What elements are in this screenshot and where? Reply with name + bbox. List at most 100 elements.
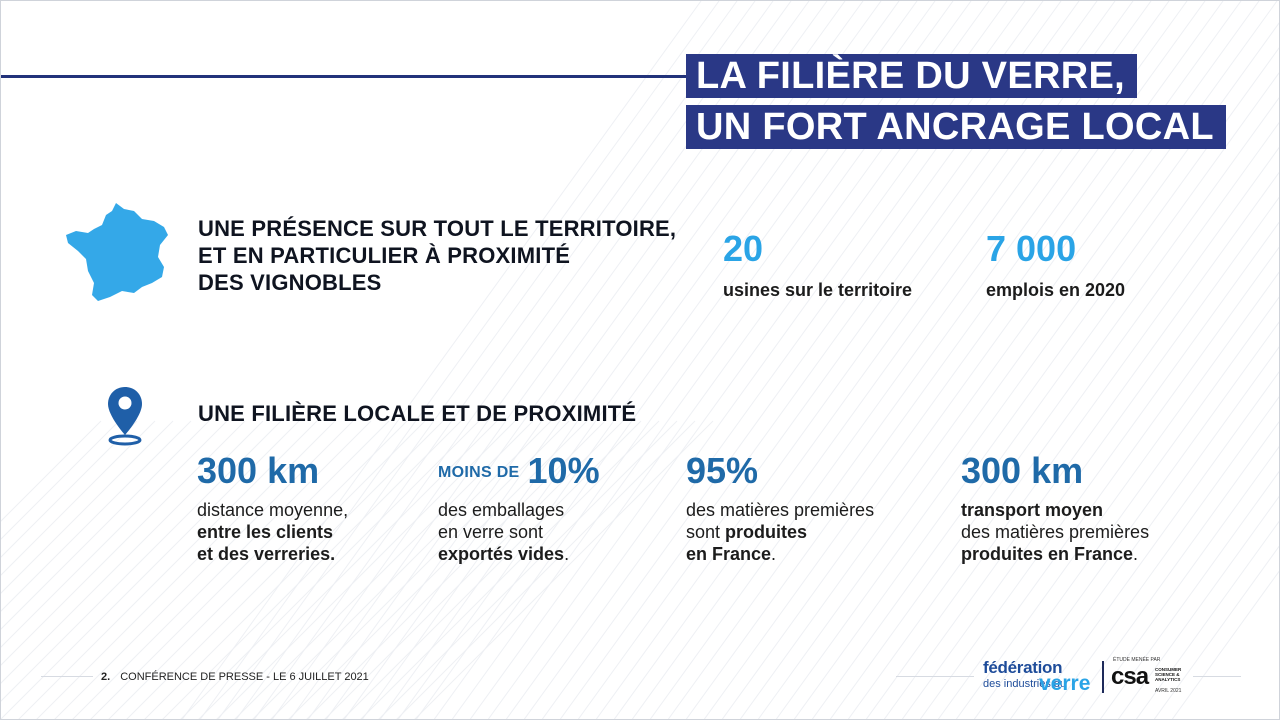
stripe-line: [1, 420, 300, 719]
stat-text-line: en France.: [686, 543, 926, 565]
stripe-line: [937, 246, 1279, 719]
stripe-line: [18, 420, 318, 719]
stripe-line: [1, 420, 282, 702]
stat-jobs-label: emplois en 2020: [986, 280, 1126, 300]
section1-heading-line-3: DES VIGNOBLES: [198, 270, 382, 295]
stripe-line: [1063, 421, 1279, 719]
stripe-line: [162, 420, 462, 719]
stripe-line: [198, 420, 498, 719]
stripe-line: [1, 420, 210, 630]
stripe-line: [1, 420, 102, 522]
stripe-line: [847, 121, 1279, 719]
stripe-line: [342, 420, 642, 719]
stripe-line: [811, 72, 1279, 719]
logo-separator: [1102, 661, 1104, 693]
stripe-line: [1153, 545, 1279, 719]
location-pin-icon: [108, 387, 142, 446]
stat-text-line: en verre sont: [438, 521, 658, 543]
stripe-line: [793, 47, 1279, 719]
stripe-line: [1, 420, 174, 594]
stat-text-segment: .: [564, 544, 570, 564]
slide-title-line-1: LA FILIÈRE DU VERRE,: [686, 54, 1137, 98]
stripe-line: [865, 146, 1279, 719]
stripe-line: [955, 271, 1279, 719]
stat-text-line: sont produites: [686, 521, 926, 543]
footer-rule-left: [41, 676, 93, 677]
stripe-line: [1009, 346, 1279, 719]
csa-logo: ÉTUDE MENÉE PAR csa CONSUMER SCIENCE & A…: [1109, 657, 1189, 697]
stripe-line: [54, 420, 354, 719]
stat-exports-number: 10%: [527, 450, 600, 491]
stripe-line: [1099, 470, 1279, 719]
stripe-line: [396, 420, 696, 719]
stat-text-line: exportés vides.: [438, 543, 658, 565]
stripe-line: [919, 221, 1279, 719]
stat-text-segment: .: [771, 544, 777, 564]
stripe-line: [1, 420, 120, 540]
footer: 2. CONFÉRENCE DE PRESSE - LE 6 JUILLET 20…: [101, 669, 369, 685]
stripe-line: [1, 420, 228, 648]
stat-text-segment: des emballages: [438, 500, 565, 520]
stat-raw-materials-text: des matières premières sont produites en F…: [686, 499, 926, 565]
stripe-line: [1, 420, 156, 576]
stripe-line: [181, 1, 702, 719]
footer-rule-far-right: [1193, 676, 1241, 677]
stat-text-line: distance moyenne,: [197, 499, 417, 521]
stat-text-segment: en France: [686, 544, 772, 564]
stat-transport-text: transport moyen des matières premières pro…: [961, 499, 1201, 565]
stripe-line: [414, 420, 714, 719]
stat-text-segment: et des verreries.: [197, 544, 336, 564]
stripe-line: [1117, 495, 1279, 719]
stripe-line: [252, 420, 552, 719]
stat-jobs-value: 7 000: [986, 228, 1077, 269]
stat-text-line: entre les clients: [197, 521, 417, 543]
stat-text-segment: produites en France: [961, 544, 1134, 564]
stripe-line: [235, 1, 756, 719]
stat-raw-materials-value: 95%: [686, 450, 759, 491]
stat-text-line: des emballages: [438, 499, 658, 521]
stat-text-segment: des matières premières: [961, 522, 1150, 542]
stat-text-line: des matières premières: [961, 521, 1201, 543]
stripe-line: [72, 420, 372, 719]
stat-text-segment: en verre sont: [438, 522, 544, 542]
stat-text-segment: entre les clients: [197, 522, 334, 542]
stripe-line: [1171, 570, 1279, 719]
stat-text-segment: .: [1133, 544, 1139, 564]
stat-exports-text: des emballages en verre sont exportés vide…: [438, 499, 658, 565]
slide-title-line-2: UN FORT ANCRAGE LOCAL: [686, 105, 1226, 149]
stat-text-line: transport moyen: [961, 499, 1201, 521]
stripe-line: [199, 1, 720, 719]
stripe-line: [90, 420, 390, 719]
stripe-line: [270, 420, 570, 719]
stat-text-segment: transport moyen: [961, 500, 1104, 520]
stat-distance-value: 300 km: [197, 450, 320, 491]
stripe-line: [1045, 396, 1279, 719]
section1-heading-line-1: UNE PRÉSENCE SUR TOUT LE TERRITOIRE,: [198, 216, 677, 241]
federation-logo-line3: verre: [1039, 672, 1091, 695]
csa-logo-side: CONSUMER SCIENCE & ANALYTICS: [1155, 667, 1182, 682]
stat-exports-value: MOINS DE 10%: [438, 451, 600, 493]
stripe-line: [108, 420, 408, 719]
csa-logo-date: AVRIL 2021: [1155, 688, 1182, 694]
footer-rule-right: [896, 676, 974, 677]
stripe-line: [324, 420, 624, 719]
federation-logo: fédération des industries du verre: [983, 658, 1093, 698]
page-number: 2.: [101, 671, 111, 683]
stat-factories-label: usines sur le territoire: [723, 280, 913, 300]
section1-heading: UNE PRÉSENCE SUR TOUT LE TERRITOIRE, ET …: [198, 215, 698, 296]
stripe-line: [991, 321, 1279, 719]
stat-transport-value: 300 km: [961, 450, 1084, 491]
stripe-line: [217, 1, 738, 719]
france-map-icon: [66, 203, 168, 301]
stripe-line: [234, 420, 534, 719]
stripe-line: [1, 420, 246, 666]
stripe-line: [1027, 371, 1279, 719]
footer-text: CONFÉRENCE DE PRESSE - LE 6 JUILLET 2021: [120, 671, 369, 683]
stat-text-segment: sont: [686, 522, 726, 542]
section1-heading-line-2: ET EN PARTICULIER À PROXIMITÉ: [198, 243, 571, 268]
stat-text-line: produites en France.: [961, 543, 1201, 565]
section2-heading: UNE FILIÈRE LOCALE ET DE PROXIMITÉ: [198, 401, 637, 426]
stripe-line: [126, 420, 426, 719]
stripe-line: [973, 296, 1279, 719]
